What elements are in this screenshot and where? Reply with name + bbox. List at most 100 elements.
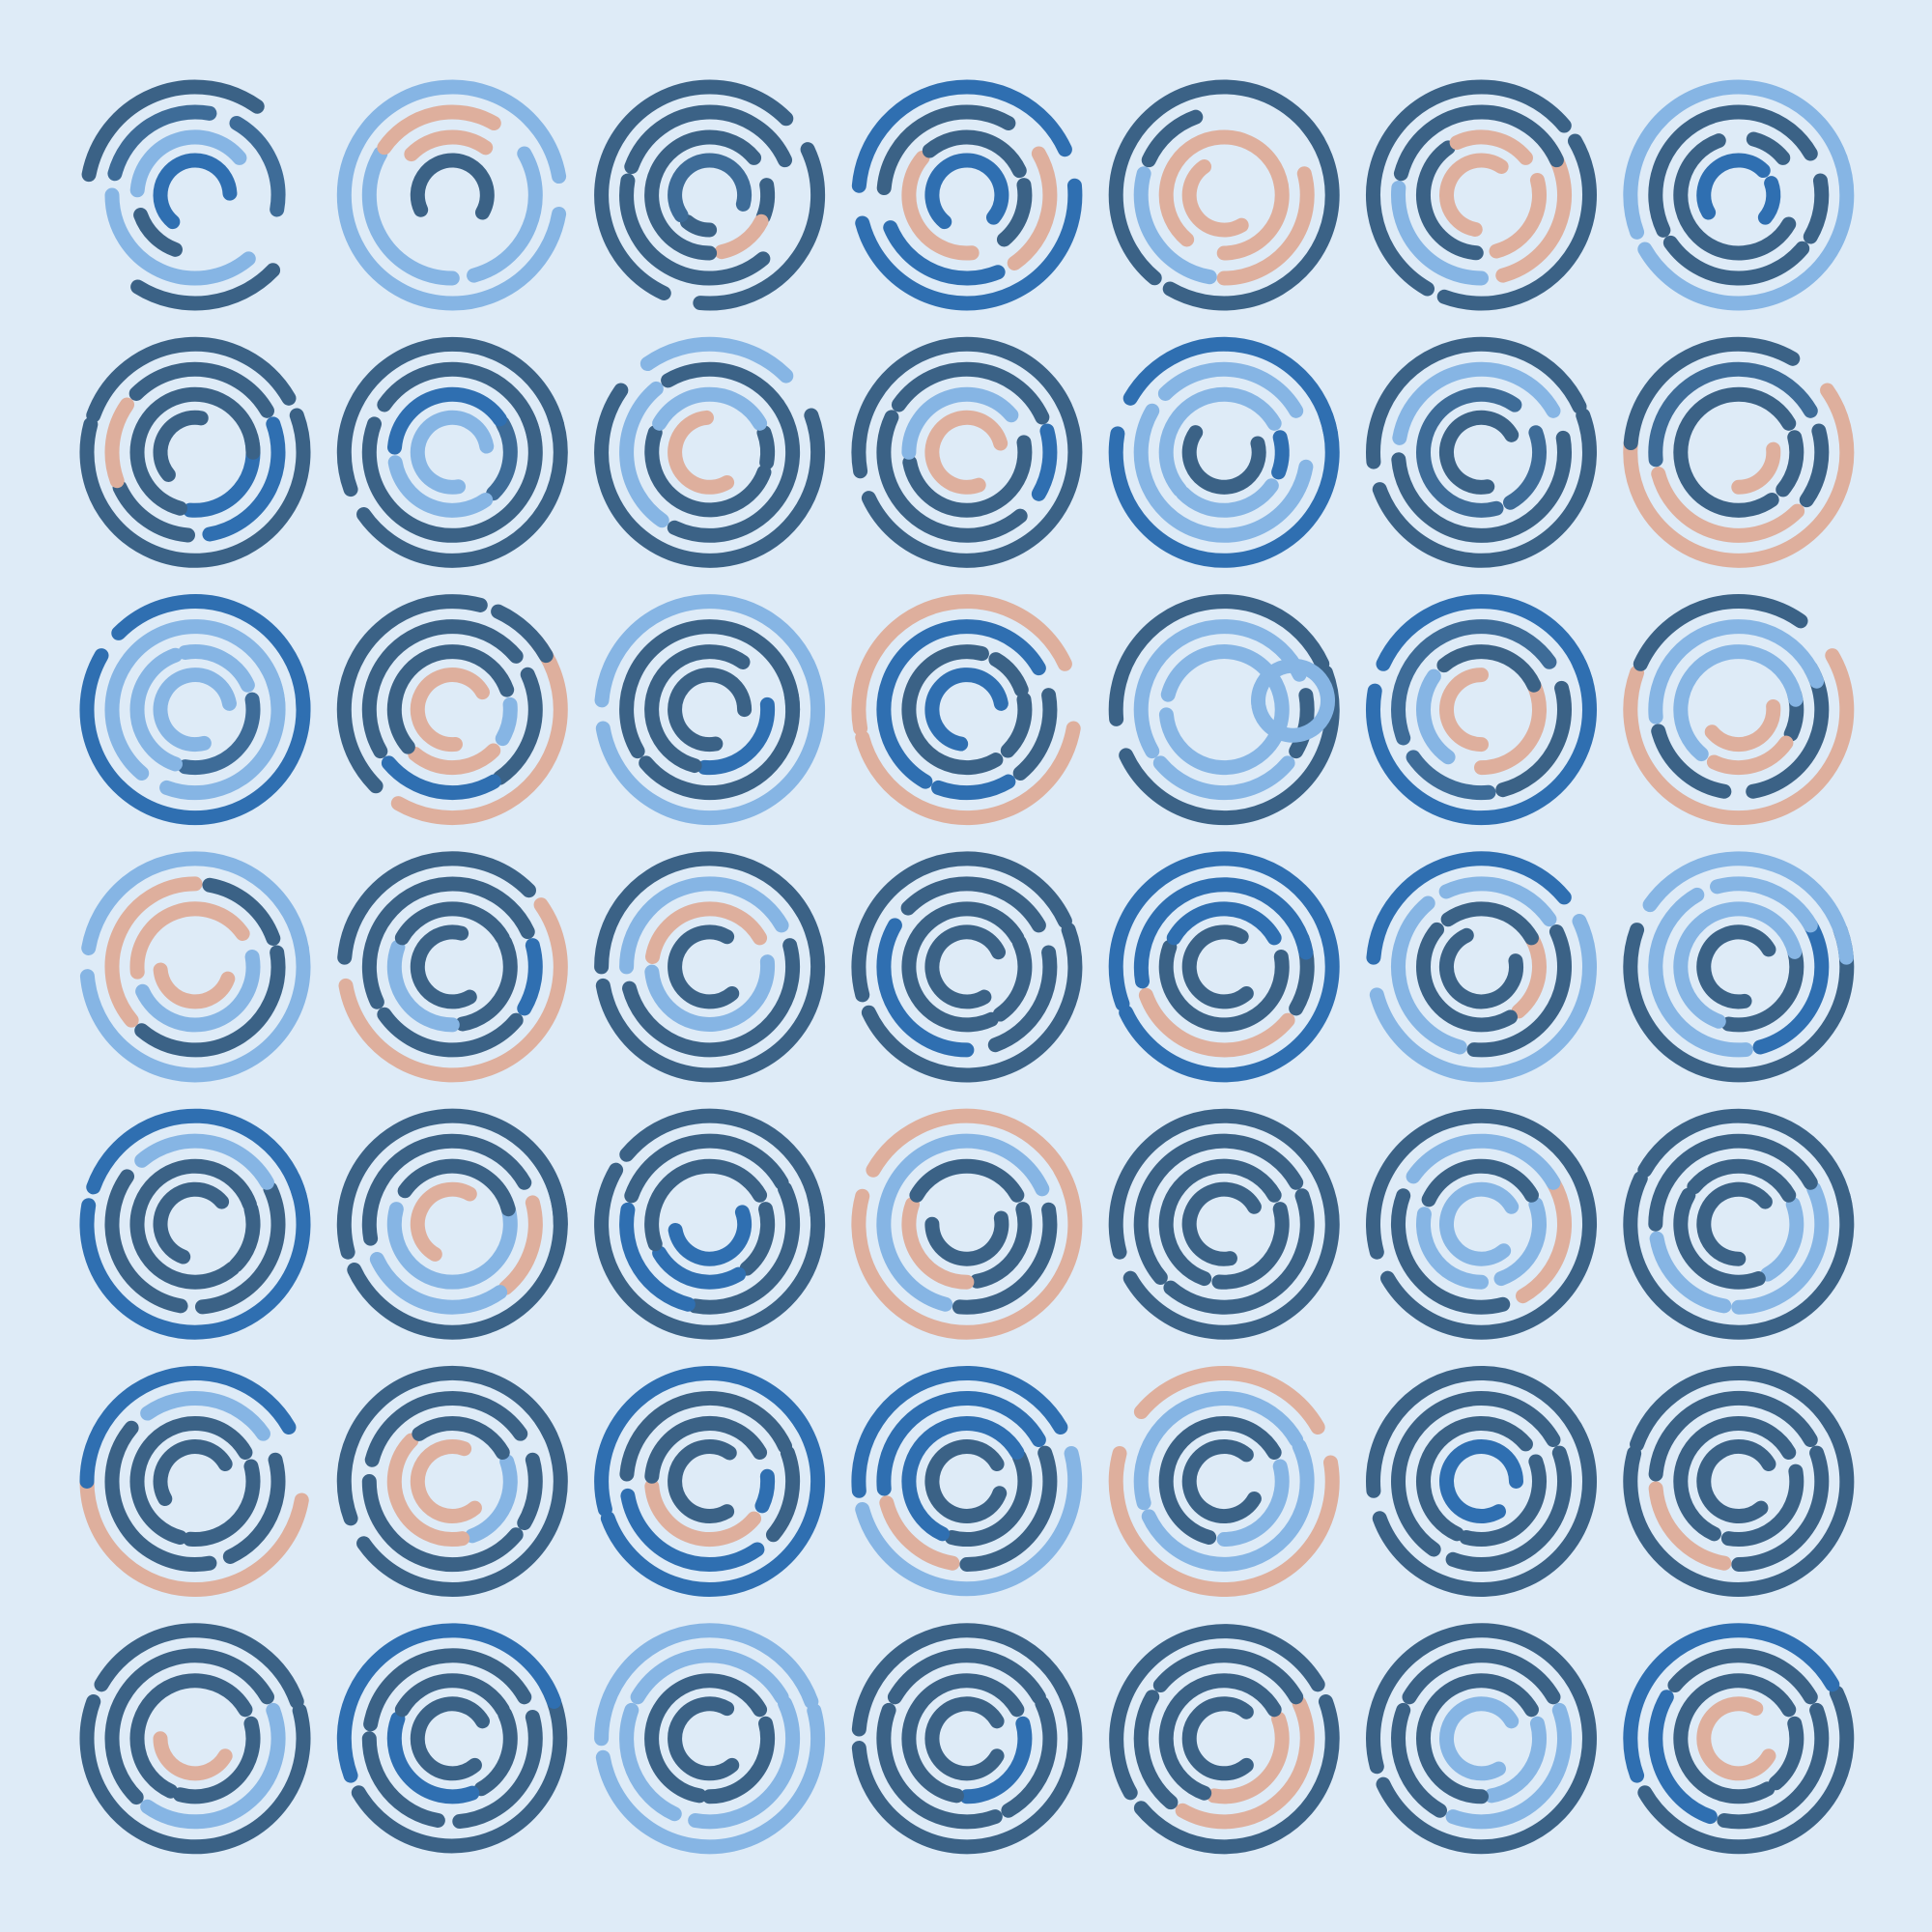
arc-segment [619, 1108, 825, 1222]
arc-segment [861, 375, 1083, 568]
arc-segment [1776, 430, 1804, 497]
arc-segment [952, 1202, 1058, 1315]
arc-segment [765, 1445, 801, 1543]
arc-segment [1133, 619, 1307, 759]
arc-segment [153, 410, 209, 482]
arc-segment [1439, 1439, 1523, 1523]
arc-segment [1289, 688, 1315, 759]
ring-4-4 [1108, 1108, 1340, 1340]
arc-segment [959, 1716, 1033, 1804]
arc-segment [377, 361, 542, 445]
arc-segment [1495, 680, 1572, 798]
arc-segment [930, 774, 1016, 801]
arc-segment [1696, 1181, 1773, 1266]
arc-segment [390, 633, 568, 826]
arc-segment [754, 1468, 776, 1514]
arc-segment [594, 1623, 819, 1747]
arc-segment [1133, 1690, 1179, 1810]
arc-segment [1503, 425, 1547, 510]
arc-segment [336, 79, 567, 311]
arc-segment [140, 1391, 270, 1441]
arc-segment [79, 1693, 311, 1855]
arc-segment [1439, 668, 1489, 753]
arc-segment [408, 743, 501, 776]
arc-segment [652, 1245, 747, 1290]
arc-segment [924, 668, 1009, 752]
arc-segment [498, 1195, 543, 1295]
arc-segment [1158, 1158, 1282, 1287]
arc-segment [1133, 1390, 1304, 1511]
arc-segment [1007, 146, 1058, 270]
arc-segment [153, 962, 236, 1009]
arc-segment [987, 945, 1058, 1053]
arc-segment [667, 397, 801, 543]
arc-segment [229, 116, 286, 217]
arc-segment [851, 594, 1072, 736]
ring-3-0 [79, 851, 311, 1083]
arc-segment [386, 1202, 518, 1290]
arc-segment [1416, 1673, 1539, 1804]
arc-segment [195, 1181, 286, 1315]
arc-segment [851, 1677, 1083, 1855]
arc-segment [1799, 423, 1830, 508]
arc-segment [1436, 644, 1542, 693]
ring-0-5 [1366, 79, 1597, 311]
arc-segment [81, 79, 265, 183]
arc-segment [1416, 140, 1484, 261]
arc-segment [410, 924, 477, 1009]
arc-segment [996, 178, 1033, 247]
arc-segment [1157, 361, 1304, 418]
arc-segment [1673, 1187, 1766, 1290]
arc-segment [1662, 235, 1810, 286]
ring-6-6 [1623, 1623, 1855, 1855]
arc-segment [1710, 876, 1818, 933]
arc-segment [595, 883, 826, 1083]
ring-1-2 [594, 336, 826, 568]
arc-segment [104, 1420, 217, 1572]
arc-segment [361, 876, 535, 1009]
arc-segment [1436, 133, 1597, 311]
arc-segment [1108, 851, 1325, 1011]
arc-segment [1648, 1391, 1818, 1482]
arc-segment [1637, 1685, 1855, 1855]
arc-segment [94, 1623, 304, 1709]
arc-segment [1000, 692, 1033, 758]
arc-segment [112, 480, 195, 543]
arc-segment [1474, 677, 1547, 776]
arc-segment [129, 129, 247, 198]
arc-segment [901, 1197, 975, 1290]
arc-segment [1648, 361, 1818, 468]
arc-segment [1406, 1133, 1561, 1190]
arc-segment [1141, 1438, 1315, 1572]
arc-segment [410, 410, 495, 495]
ring-6-2 [594, 1623, 826, 1855]
arc-segment [1108, 1108, 1330, 1260]
arc-segment [1623, 1411, 1855, 1597]
arc-segment [1391, 895, 1467, 1055]
arc-segment [876, 410, 1028, 543]
arc-segment [336, 336, 564, 497]
arc-segment [924, 410, 1009, 495]
arc-segment [594, 851, 811, 975]
arc-segment [1158, 939, 1290, 1033]
arc-segment [1158, 1416, 1282, 1545]
arc-segment [1271, 430, 1290, 480]
arc-segment [381, 755, 501, 801]
arc-segment [624, 1133, 789, 1204]
arc-segment [1376, 594, 1594, 690]
ring-3-4 [1108, 851, 1340, 1083]
arc-segment [619, 876, 789, 975]
ring-4-3 [851, 1108, 1083, 1340]
arc-segment [644, 129, 762, 261]
arc-segment [1696, 153, 1771, 220]
arc-segment [465, 1454, 518, 1544]
arc-segment [79, 648, 311, 826]
ring-0-3 [851, 79, 1083, 311]
arc-segment [1158, 1673, 1282, 1801]
arc-segment [1158, 665, 1290, 776]
arc-segment [128, 361, 274, 418]
arc-segment [1416, 1416, 1533, 1542]
arc-segment [1484, 1716, 1547, 1804]
